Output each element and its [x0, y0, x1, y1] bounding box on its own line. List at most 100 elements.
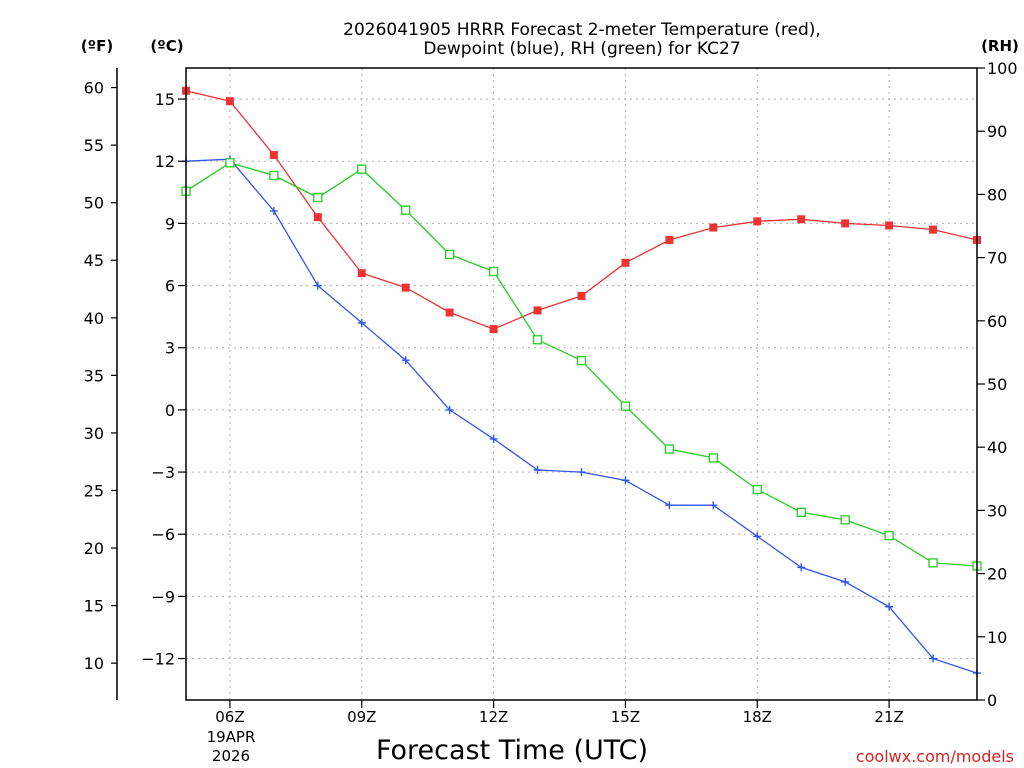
axes-layer: 06Z 09Z 12Z 15Z 18Z 21Z15129630−3−6−9−1260555…: [84, 59, 1018, 726]
dewpoint-point: [445, 405, 454, 414]
dewpoint-point: [885, 602, 894, 611]
rh-tick-label: 70: [987, 249, 1007, 268]
date-label-day: 19APR: [207, 728, 256, 746]
series-layer: [181, 86, 982, 678]
temperature-point: [929, 225, 938, 234]
x-tick-label: 15Z: [611, 708, 640, 726]
rh-point: [620, 401, 631, 411]
rh-point: [532, 335, 543, 345]
dewpoint-point: [665, 501, 674, 510]
fahrenheit-tick-label: 30: [84, 424, 104, 443]
rh-point: [401, 205, 411, 215]
watermark-text: coolwx.com/models: [856, 747, 1014, 766]
celsius-tick-label: 6: [165, 277, 175, 296]
rh-point: [269, 170, 279, 181]
date-label-year: 2026: [212, 747, 250, 765]
x-tick-label: 06Z: [215, 708, 244, 726]
rh-point: [488, 266, 499, 277]
rh-tick-label: 90: [987, 122, 1007, 141]
x-tick-label: 21Z: [874, 708, 903, 726]
celsius-tick-label: 9: [165, 214, 175, 233]
chart-title-line-2: Dewpoint (blue), RH (green) for KC27: [423, 39, 740, 59]
fahrenheit-tick-label: 55: [84, 136, 104, 155]
x-tick-label: 09Z: [347, 708, 376, 726]
rh-point: [664, 444, 675, 454]
rh-tick-label: 60: [987, 312, 1007, 331]
plot-frame: [185, 67, 978, 701]
fahrenheit-tick-label: 45: [84, 251, 104, 270]
x-tick-label: 12Z: [479, 708, 508, 726]
chart-title-line-1: 2026041905 HRRR Forecast 2-meter Tempera…: [343, 20, 821, 40]
temperature-point: [885, 221, 894, 230]
celsius-tick-label: 0: [165, 401, 175, 420]
temperature-point: [753, 217, 762, 226]
dewpoint-point: [269, 206, 278, 215]
temperature-point: [489, 325, 498, 334]
fahrenheit-tick-label: 35: [84, 366, 104, 385]
fahrenheit-tick-label: 50: [84, 194, 104, 213]
dewpoint-point: [401, 356, 410, 365]
dewpoint-point: [489, 434, 498, 443]
rh-point: [576, 355, 587, 366]
rh-point: [752, 484, 762, 495]
celsius-tick-label: −3: [151, 463, 175, 482]
temperature-point: [225, 97, 234, 106]
dewpoint-point: [357, 318, 366, 327]
celsius-tick-label: 3: [165, 339, 175, 358]
temperature-point: [533, 306, 542, 315]
rh-point: [840, 515, 850, 525]
celsius-tick-label: 12: [155, 152, 175, 171]
dewpoint-point: [841, 577, 850, 586]
rh-unit-label: (RH): [981, 37, 1019, 55]
fahrenheit-tick-label: 40: [84, 309, 104, 328]
temperature-point: [313, 213, 322, 222]
rh-tick-label: 30: [987, 501, 1007, 520]
fahrenheit-tick-label: 20: [84, 539, 104, 558]
rh-tick-label: 20: [987, 565, 1007, 584]
grid-lines: [186, 68, 977, 700]
rh-tick-label: 40: [987, 438, 1007, 457]
temperature-point: [357, 269, 366, 278]
dewpoint-point: [753, 532, 762, 541]
rh-tick-label: 0: [987, 691, 997, 710]
dewpoint-point: [313, 281, 322, 290]
temperature-point: [577, 291, 586, 300]
celsius-tick-label: −6: [151, 525, 175, 544]
fahrenheit-tick-label: 10: [84, 654, 104, 673]
celsius-tick-label: −12: [141, 650, 175, 669]
rh-tick-label: 100: [987, 59, 1018, 78]
rh-tick-label: 50: [987, 375, 1007, 394]
temperature-point: [709, 223, 718, 232]
rh-point: [357, 164, 367, 174]
celsius-tick-label: −9: [151, 587, 175, 606]
rh-point: [928, 558, 938, 568]
temperature-point: [401, 283, 410, 292]
fahrenheit-tick-label: 25: [84, 481, 104, 500]
dewpoint-point: [797, 563, 806, 572]
dewpoint-point: [533, 465, 542, 474]
temperature-point: [445, 308, 454, 317]
rh-point: [884, 531, 894, 541]
fahrenheit-unit-label: (ºF): [81, 37, 113, 55]
celsius-unit-label: (ºC): [150, 37, 183, 55]
temperature-point: [797, 215, 806, 224]
x-tick-label: 18Z: [743, 708, 772, 726]
dewpoint-point: [577, 468, 586, 477]
temperature-point: [621, 258, 630, 267]
dewpoint-point: [621, 476, 630, 485]
rh-point: [796, 507, 806, 517]
celsius-tick-label: 15: [155, 90, 175, 109]
dewpoint-point: [929, 654, 938, 663]
rh-tick-label: 80: [987, 185, 1007, 204]
rh-tick-label: 10: [987, 628, 1007, 647]
x-axis-title: Forecast Time (UTC): [376, 735, 648, 766]
temperature-point: [841, 219, 850, 228]
dewpoint-point: [709, 501, 718, 510]
temperature-point: [269, 151, 278, 160]
rh-point: [708, 453, 718, 463]
rh-point: [313, 192, 323, 203]
temperature-point: [665, 235, 674, 244]
fahrenheit-tick-label: 15: [84, 597, 104, 616]
fahrenheit-tick-label: 60: [84, 79, 104, 98]
